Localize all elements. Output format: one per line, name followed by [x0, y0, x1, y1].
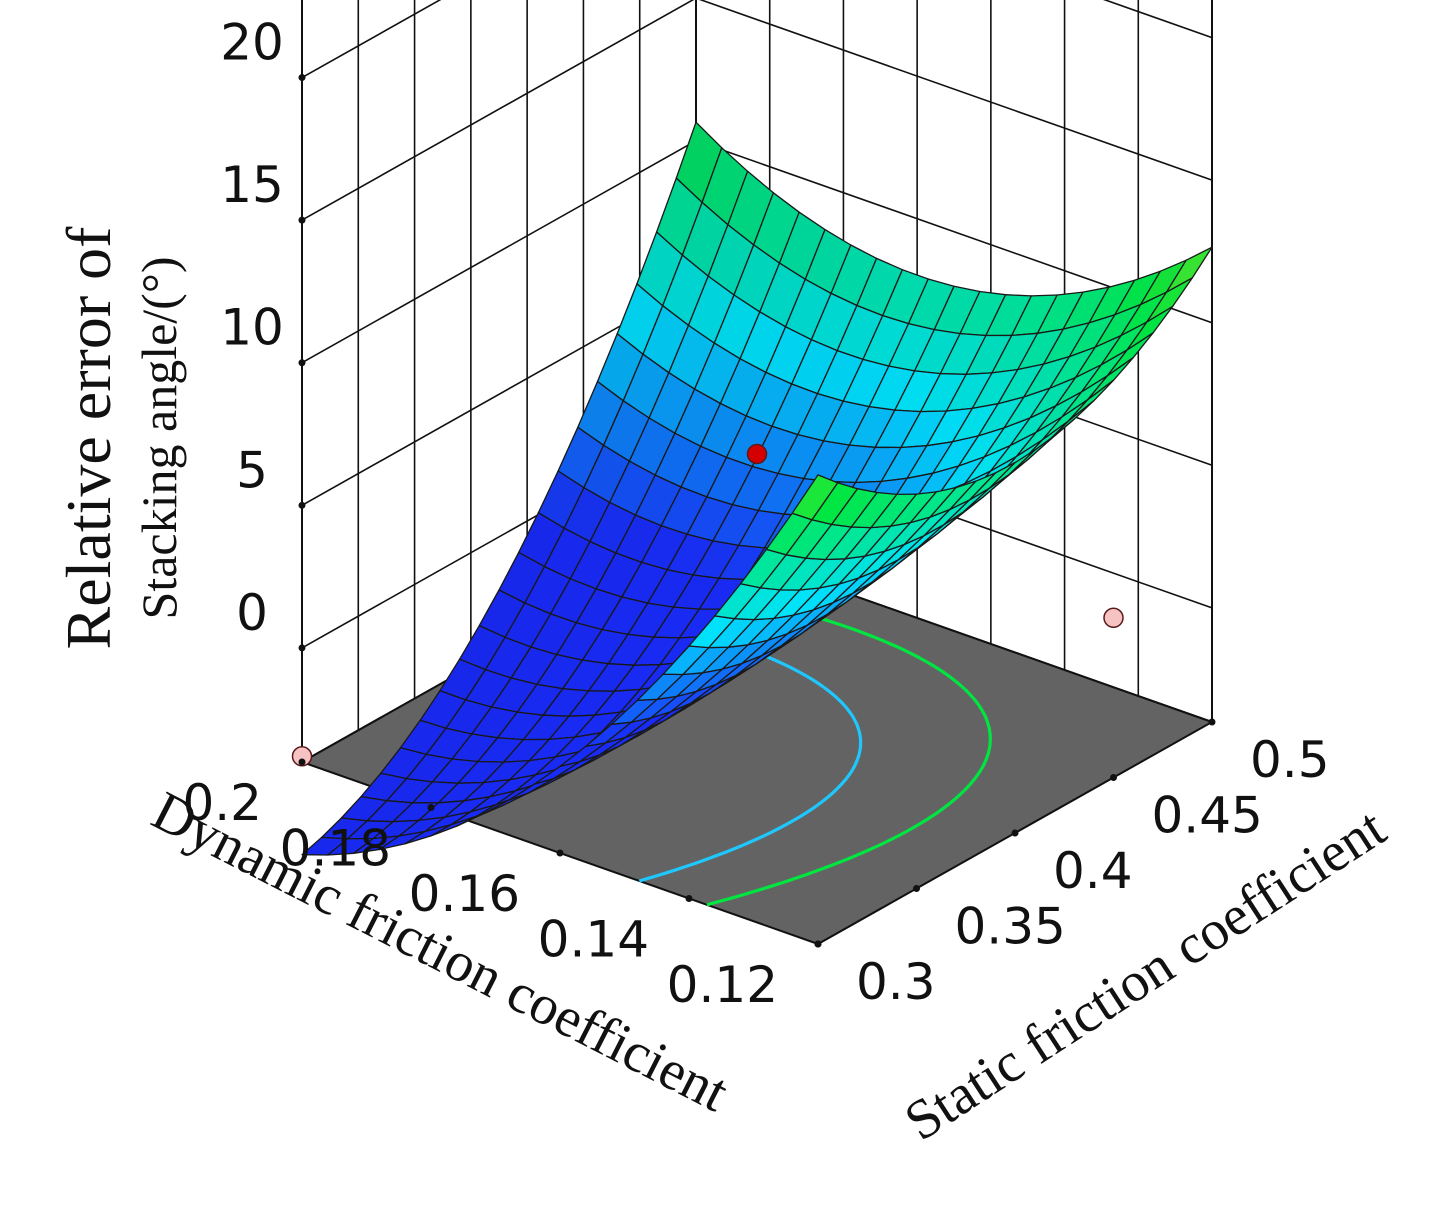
- y-tick-label: 0.4: [1053, 842, 1133, 900]
- y-tick-label: 0.5: [1250, 731, 1330, 789]
- y-tick-mark: [913, 885, 920, 892]
- x-tick-label: 0.16: [409, 865, 520, 923]
- wall-gridline: [301, 0, 1213, 221]
- z-tick-label: 15: [220, 156, 284, 214]
- x-tick-mark: [427, 804, 435, 811]
- z-axis-title-line2: Stacking angle/(°): [131, 257, 187, 620]
- y-tick-mark: [1208, 718, 1216, 726]
- design-point: [746, 443, 768, 465]
- z-tick-mark: [298, 501, 306, 509]
- z-tick-mark: [298, 644, 306, 652]
- x-tick-label: 0.2: [182, 774, 262, 832]
- x-tick-mark: [298, 758, 306, 766]
- y-tick-mark: [814, 940, 822, 948]
- x-tick-label: 0.12: [667, 956, 778, 1014]
- surface-cell: [791, 474, 839, 521]
- z-tick-label: 0: [236, 584, 268, 642]
- y-tick-mark: [1011, 829, 1019, 837]
- design-points: [291, 443, 1124, 767]
- z-tick-mark: [298, 216, 306, 224]
- z-tick-label: 10: [220, 299, 284, 357]
- y-tick-label: 0.3: [856, 953, 936, 1011]
- design-point: [291, 746, 313, 767]
- z-tick-mark: [298, 359, 306, 367]
- z-tick-label: 5: [236, 441, 268, 499]
- y-tick-label: 0.35: [955, 898, 1066, 956]
- y-tick-label: 0.45: [1152, 787, 1263, 845]
- wall-gridline: [301, 0, 1213, 79]
- z-tick-mark: [298, 74, 306, 82]
- response-surface: [301, 121, 1213, 856]
- x-tick-label: 0.14: [538, 911, 649, 969]
- x-tick-mark: [556, 849, 564, 857]
- z-tick-label: 20: [220, 14, 284, 72]
- z-axis-title-line1: Relative error of: [53, 226, 124, 650]
- x-tick-label: 0.18: [280, 820, 391, 878]
- axis-ticks: 0 5 10 15 20 0.2 0.18 0.16 0.14 0.12 0.3 0.350.4 0.4…: [182, 14, 1329, 1014]
- design-point: [1103, 607, 1124, 629]
- x-tick-mark: [685, 895, 693, 902]
- y-tick-mark: [1110, 774, 1117, 781]
